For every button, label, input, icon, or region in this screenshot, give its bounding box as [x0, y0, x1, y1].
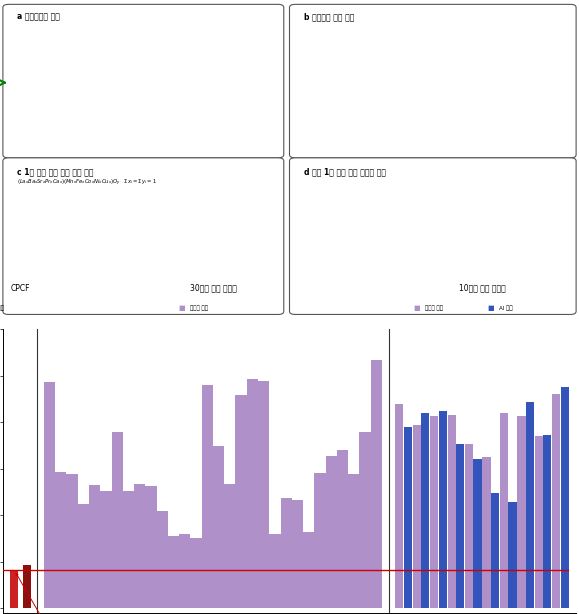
Bar [474, 459, 482, 608]
Bar [224, 484, 236, 608]
Bar [348, 475, 360, 608]
Text: $(La_xBa_xSr_xPr_xCa_x)(Mn_xFe_xCo_xNi_xCu_x)O_y$   $\Sigma x_i = \Sigma y_i = 1: $(La_xBa_xSr_xPr_xCa_x)(Mn_xFe_xCo_xNi_x… [17, 178, 157, 188]
Bar [213, 446, 224, 608]
Bar [360, 432, 371, 608]
Bar [526, 402, 534, 608]
Text: a 데이터세트 구축: a 데이터세트 구축 [17, 12, 60, 21]
Text: 실험적 검증: 실험적 검증 [0, 305, 4, 311]
Bar [430, 416, 438, 608]
Text: CPCF: CPCF [10, 284, 30, 292]
Text: c 1만 가지 촉매 후보 성능 예측: c 1만 가지 촉매 후보 성능 예측 [17, 167, 94, 176]
Bar [395, 404, 404, 608]
Bar [281, 499, 292, 608]
Bar [100, 491, 112, 608]
Text: 10개의 추가 산화물: 10개의 추가 산화물 [459, 284, 505, 292]
Bar [325, 456, 337, 608]
Bar [123, 491, 134, 608]
Bar [236, 395, 247, 608]
Bar [78, 504, 89, 608]
Text: 실험적 검증: 실험적 검증 [425, 305, 443, 311]
Bar [112, 432, 123, 608]
Bar [438, 411, 446, 608]
Bar [482, 457, 490, 608]
Bar [179, 534, 190, 608]
Bar [190, 538, 201, 608]
Bar [44, 383, 55, 608]
Bar [314, 473, 325, 608]
Text: b 인공지능 모델 훈련: b 인공지능 모델 훈련 [304, 12, 354, 21]
Text: d 예측 1위 촉매 성능 실험적 검증: d 예측 1위 촉매 성능 실험적 검증 [304, 167, 386, 176]
Text: ■: ■ [413, 305, 420, 311]
Bar [500, 413, 508, 608]
Bar [552, 394, 560, 608]
Bar [247, 379, 258, 608]
FancyBboxPatch shape [3, 4, 284, 158]
Text: 최고 촉매 활성 = 최저 과전위
(실험값 391mV, AI 예측 396mV): 최고 촉매 활성 = 최저 과전위 (실험값 391mV, AI 예측 396m… [12, 573, 89, 614]
Bar [303, 532, 314, 608]
Bar [23, 565, 31, 608]
Bar [269, 534, 281, 608]
Bar [421, 413, 429, 608]
Bar [10, 570, 18, 608]
Bar [145, 486, 156, 608]
Text: 실험적 검증: 실험적 검증 [190, 305, 208, 311]
Text: ■: ■ [178, 305, 185, 311]
Bar [561, 387, 569, 608]
Bar [448, 415, 456, 608]
FancyBboxPatch shape [290, 158, 576, 314]
Text: ■: ■ [488, 305, 494, 311]
Bar [371, 360, 382, 608]
Bar [258, 381, 269, 608]
Text: AI 예측: AI 예측 [499, 305, 513, 311]
Bar [134, 484, 145, 608]
Bar [413, 425, 421, 608]
Bar [543, 435, 551, 608]
Bar [491, 493, 499, 608]
FancyBboxPatch shape [3, 158, 284, 314]
Text: 30개의 초기 산화물: 30개의 초기 산화물 [189, 284, 236, 292]
Bar [337, 450, 348, 608]
Bar [292, 500, 303, 608]
Bar [404, 427, 412, 608]
Bar [55, 472, 67, 608]
Bar [456, 444, 464, 608]
Bar [508, 502, 516, 608]
Bar [518, 416, 526, 608]
Bar [156, 511, 168, 608]
Bar [67, 475, 78, 608]
FancyBboxPatch shape [290, 4, 576, 158]
Bar [168, 535, 179, 608]
Bar [465, 444, 473, 608]
Bar [201, 385, 213, 608]
Bar [89, 486, 100, 608]
Bar [535, 436, 543, 608]
